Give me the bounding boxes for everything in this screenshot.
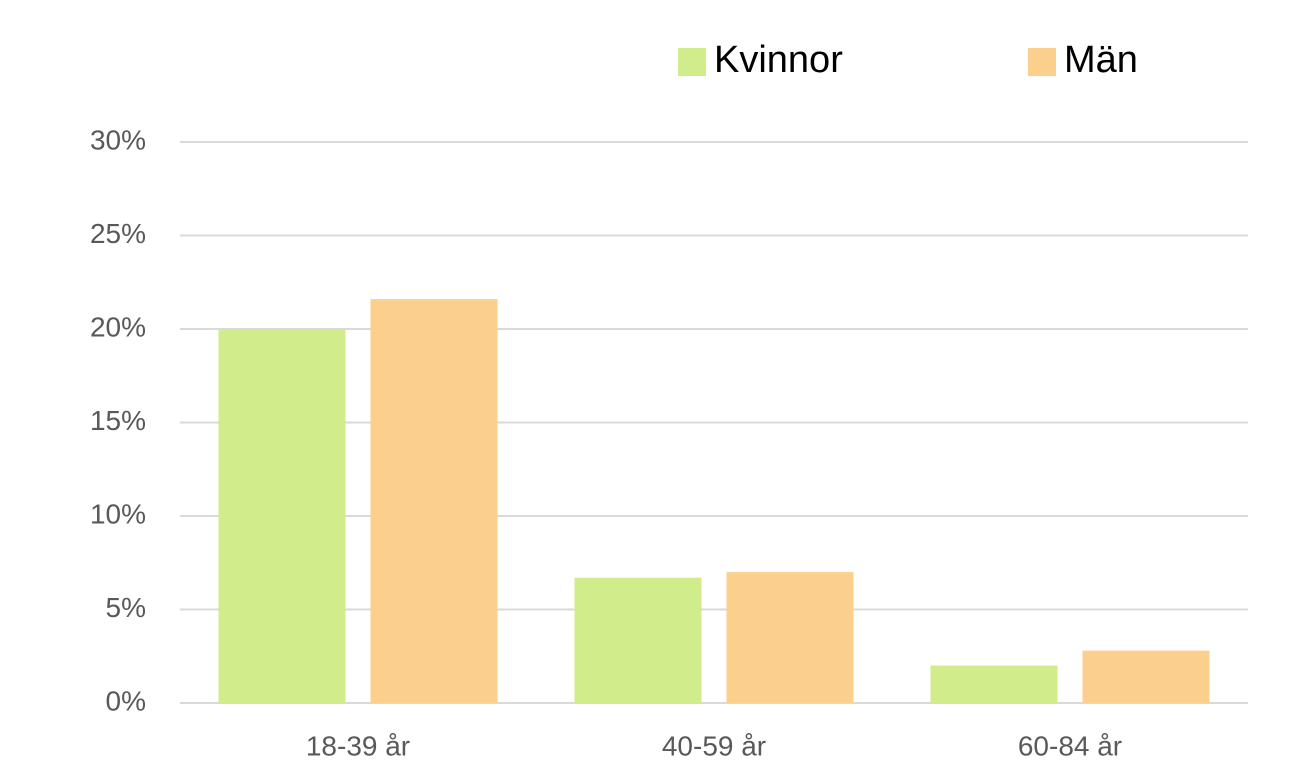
bar (370, 299, 498, 703)
y-tick-label: 20% (90, 311, 146, 342)
legend-swatch (1028, 48, 1056, 76)
legend-text: Män (1064, 39, 1138, 81)
bar (1082, 650, 1210, 703)
y-tick-label: 0% (106, 685, 146, 716)
bar (218, 329, 346, 703)
y-tick-label: 25% (90, 218, 146, 249)
bar (574, 577, 702, 703)
legend-text: Kvinnor (714, 39, 843, 81)
bar (726, 572, 854, 703)
y-tick-label: 10% (90, 498, 146, 529)
x-tick-label: 60-84 år (1018, 730, 1122, 761)
y-tick-label: 15% (90, 405, 146, 436)
x-tick-label: 40-59 år (662, 730, 766, 761)
legend-swatch (678, 48, 706, 76)
y-tick-label: 5% (106, 592, 146, 623)
bar (930, 665, 1058, 703)
x-tick-label: 18-39 år (306, 730, 410, 761)
y-tick-label: 30% (90, 124, 146, 155)
